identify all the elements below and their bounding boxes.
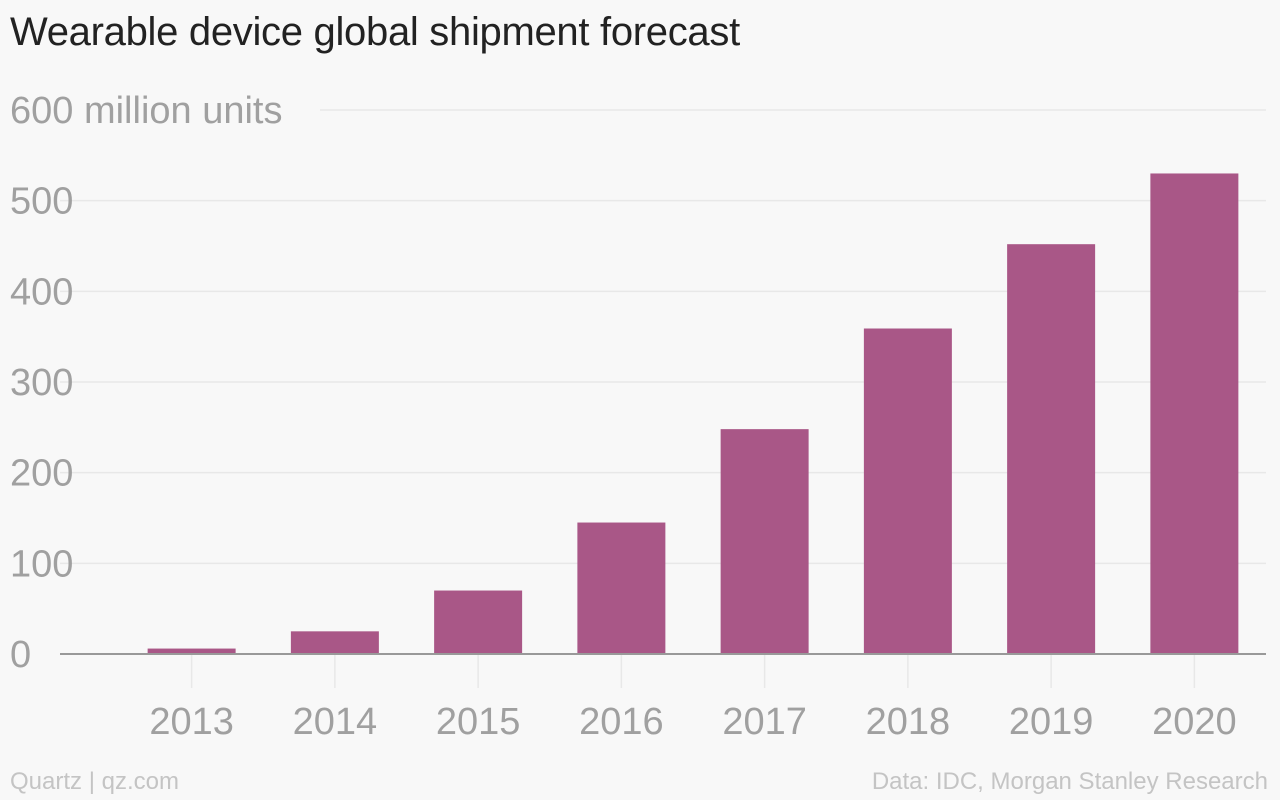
- data-credit: Data: IDC, Morgan Stanley Research: [871, 768, 1268, 795]
- x-tick-label-2019: 2019: [1009, 701, 1094, 743]
- bars: [147, 173, 1239, 655]
- y-tick-label-400: 400: [10, 271, 73, 313]
- x-axis-ticks: 2013 2014 2015 2016 2017 2018 2019 2020: [149, 654, 1237, 743]
- y-tick-label-500: 500: [10, 181, 73, 223]
- bar-2019: [1007, 244, 1096, 655]
- x-tick-label-2020: 2020: [1152, 701, 1237, 743]
- bar-2013: [147, 648, 236, 654]
- source-credit: Quartz | qz.com: [10, 768, 179, 795]
- bar-2020: [1150, 173, 1239, 654]
- y-tick-label-300: 300: [10, 362, 73, 404]
- bar-2015: [434, 590, 523, 654]
- x-tick-label-2015: 2015: [436, 701, 521, 743]
- bar-2016: [577, 522, 666, 654]
- y-tick-label-100: 100: [10, 543, 73, 585]
- x-tick-label-2017: 2017: [722, 701, 807, 743]
- gridlines: [60, 109, 1266, 565]
- y-tick-label-200: 200: [10, 453, 73, 495]
- x-tick-label-2018: 2018: [866, 701, 951, 743]
- x-tick-label-2014: 2014: [293, 701, 378, 743]
- bar-2018: [863, 328, 952, 654]
- bar-2014: [290, 631, 379, 654]
- y-axis-tick-labels: 0 100 200 300 400 500 600 million units: [10, 90, 282, 676]
- y-tick-label-0: 0: [10, 634, 31, 676]
- chart-title: Wearable device global shipment forecast: [10, 10, 740, 54]
- x-tick-label-2013: 2013: [149, 701, 234, 743]
- x-tick-label-2016: 2016: [579, 701, 664, 743]
- y-tick-label-600: 600 million units: [10, 90, 282, 132]
- bar-2017: [720, 429, 809, 654]
